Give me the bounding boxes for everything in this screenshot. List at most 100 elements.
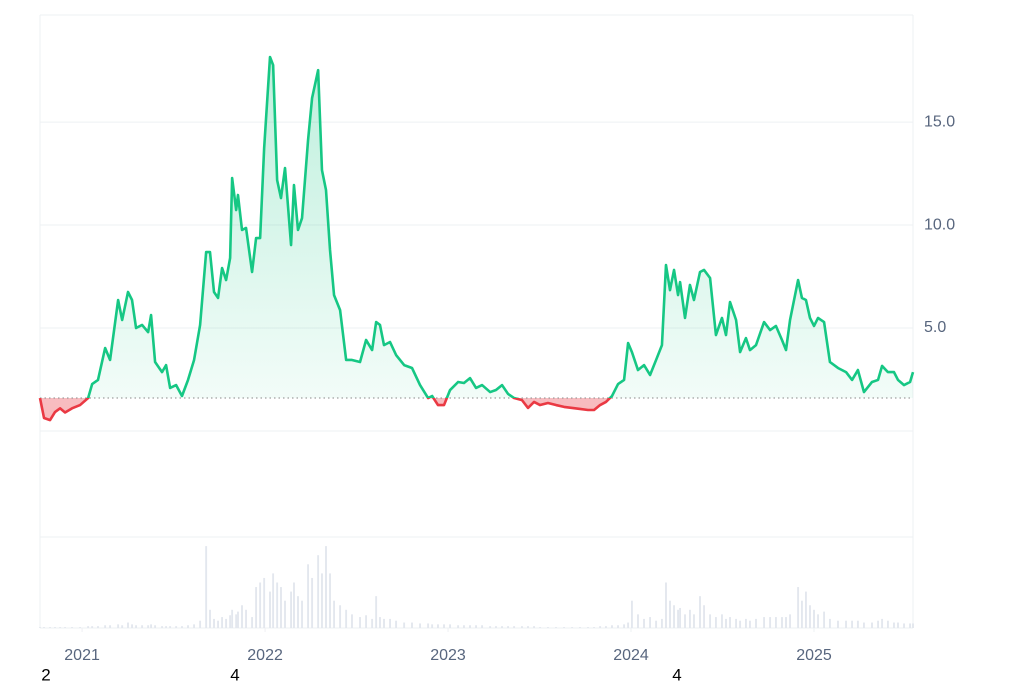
volume-bar [693,614,695,628]
volume-bar [797,587,800,628]
volume-bar [463,625,465,628]
volume-bar [307,564,310,628]
volume-bar [49,627,52,628]
volume-bar [665,582,667,628]
volume-bar [513,626,516,628]
volume-bar [280,587,282,628]
x-tick-label: 2024 [613,647,649,664]
volume-bar [389,618,391,628]
volume-bar [871,622,873,628]
volume-bar [703,605,705,628]
volume-bar [781,617,783,628]
volume-bar [225,618,228,628]
footnote: 4 [230,665,239,683]
volume-bar [169,626,172,628]
volume-bar [443,624,445,628]
volume-bar [800,600,803,628]
volume-bar [877,620,879,628]
volume-bar [749,620,751,628]
volume-bar [237,611,239,628]
volume-bar [669,600,671,628]
volume-bar [351,614,353,628]
volume-bar [121,625,124,628]
volume-bar [217,620,219,628]
volume-bar [457,625,460,628]
volume-bar [897,622,899,628]
volume-bar [205,546,208,628]
volume-bar [293,582,295,628]
volume-bar [785,617,787,628]
volume-bar [725,618,727,628]
volume-bar [684,614,686,628]
volume-bar [345,609,348,628]
volume-bar [881,618,884,628]
volume-bar [245,609,247,628]
volume-bar [91,626,94,628]
volume-bar [809,605,811,628]
volume-bar [521,626,523,628]
volume-bar [333,600,335,628]
volume-bar [677,609,679,628]
volume-bar [649,617,652,628]
volume-bar [54,627,56,628]
volume-bar [79,627,82,628]
volume-bar [127,622,129,628]
volume-bar [209,609,211,628]
volume-bar [735,618,738,628]
volume-bar [221,617,224,628]
volume-bar [141,625,144,628]
volume-bar [419,623,421,628]
volume-bar [587,627,589,628]
volume-bar [689,609,691,628]
volume-bar [339,605,342,628]
volume-bar [437,624,439,628]
volume-bar [39,627,41,628]
volume-bar [579,627,581,628]
volume-bar [893,622,895,628]
volume-bar [563,627,565,628]
volume-bar [673,605,675,628]
volume-bar [501,626,503,628]
volume-bar [729,617,731,628]
volume-bar [175,626,178,628]
volume-bar [117,624,120,628]
volume-bar [104,625,107,628]
volume-bar [489,626,492,628]
price-line-up [40,55,915,399]
volume-bar [71,627,73,628]
volume-bar [769,617,772,628]
volume-bar [813,609,815,628]
volume-bar [255,587,258,628]
volume-bar [371,618,374,628]
volume-bar [571,627,574,628]
volume-bar [311,577,314,628]
volume-bar [863,622,865,628]
volume-bar [475,625,477,628]
volume-bar [912,623,914,628]
volume-bar [655,620,658,628]
volume-bar [375,596,378,628]
volume-bar [325,546,327,628]
volume-bar [181,626,183,628]
volume-bar [161,626,163,628]
volume-bar [297,596,299,628]
volume-bar [359,617,361,628]
volume-bar [64,627,67,628]
volume-bar [154,625,157,628]
x-tick-label: 2023 [430,647,466,664]
volume-bar [272,573,275,628]
volume-bar [699,596,701,628]
volume-bar [527,626,529,628]
volume-bar [845,620,847,628]
volume-bar [427,623,430,628]
x-tick-label: 2022 [247,647,283,664]
volume-bar [605,626,607,628]
volume-bar [789,614,791,628]
volume-bar [817,614,819,628]
volume-bar [661,618,663,628]
footnote: 2 [41,665,50,683]
volume-bar [775,617,777,628]
x-tick-label: 2025 [796,647,832,664]
volume-bar [290,591,292,628]
